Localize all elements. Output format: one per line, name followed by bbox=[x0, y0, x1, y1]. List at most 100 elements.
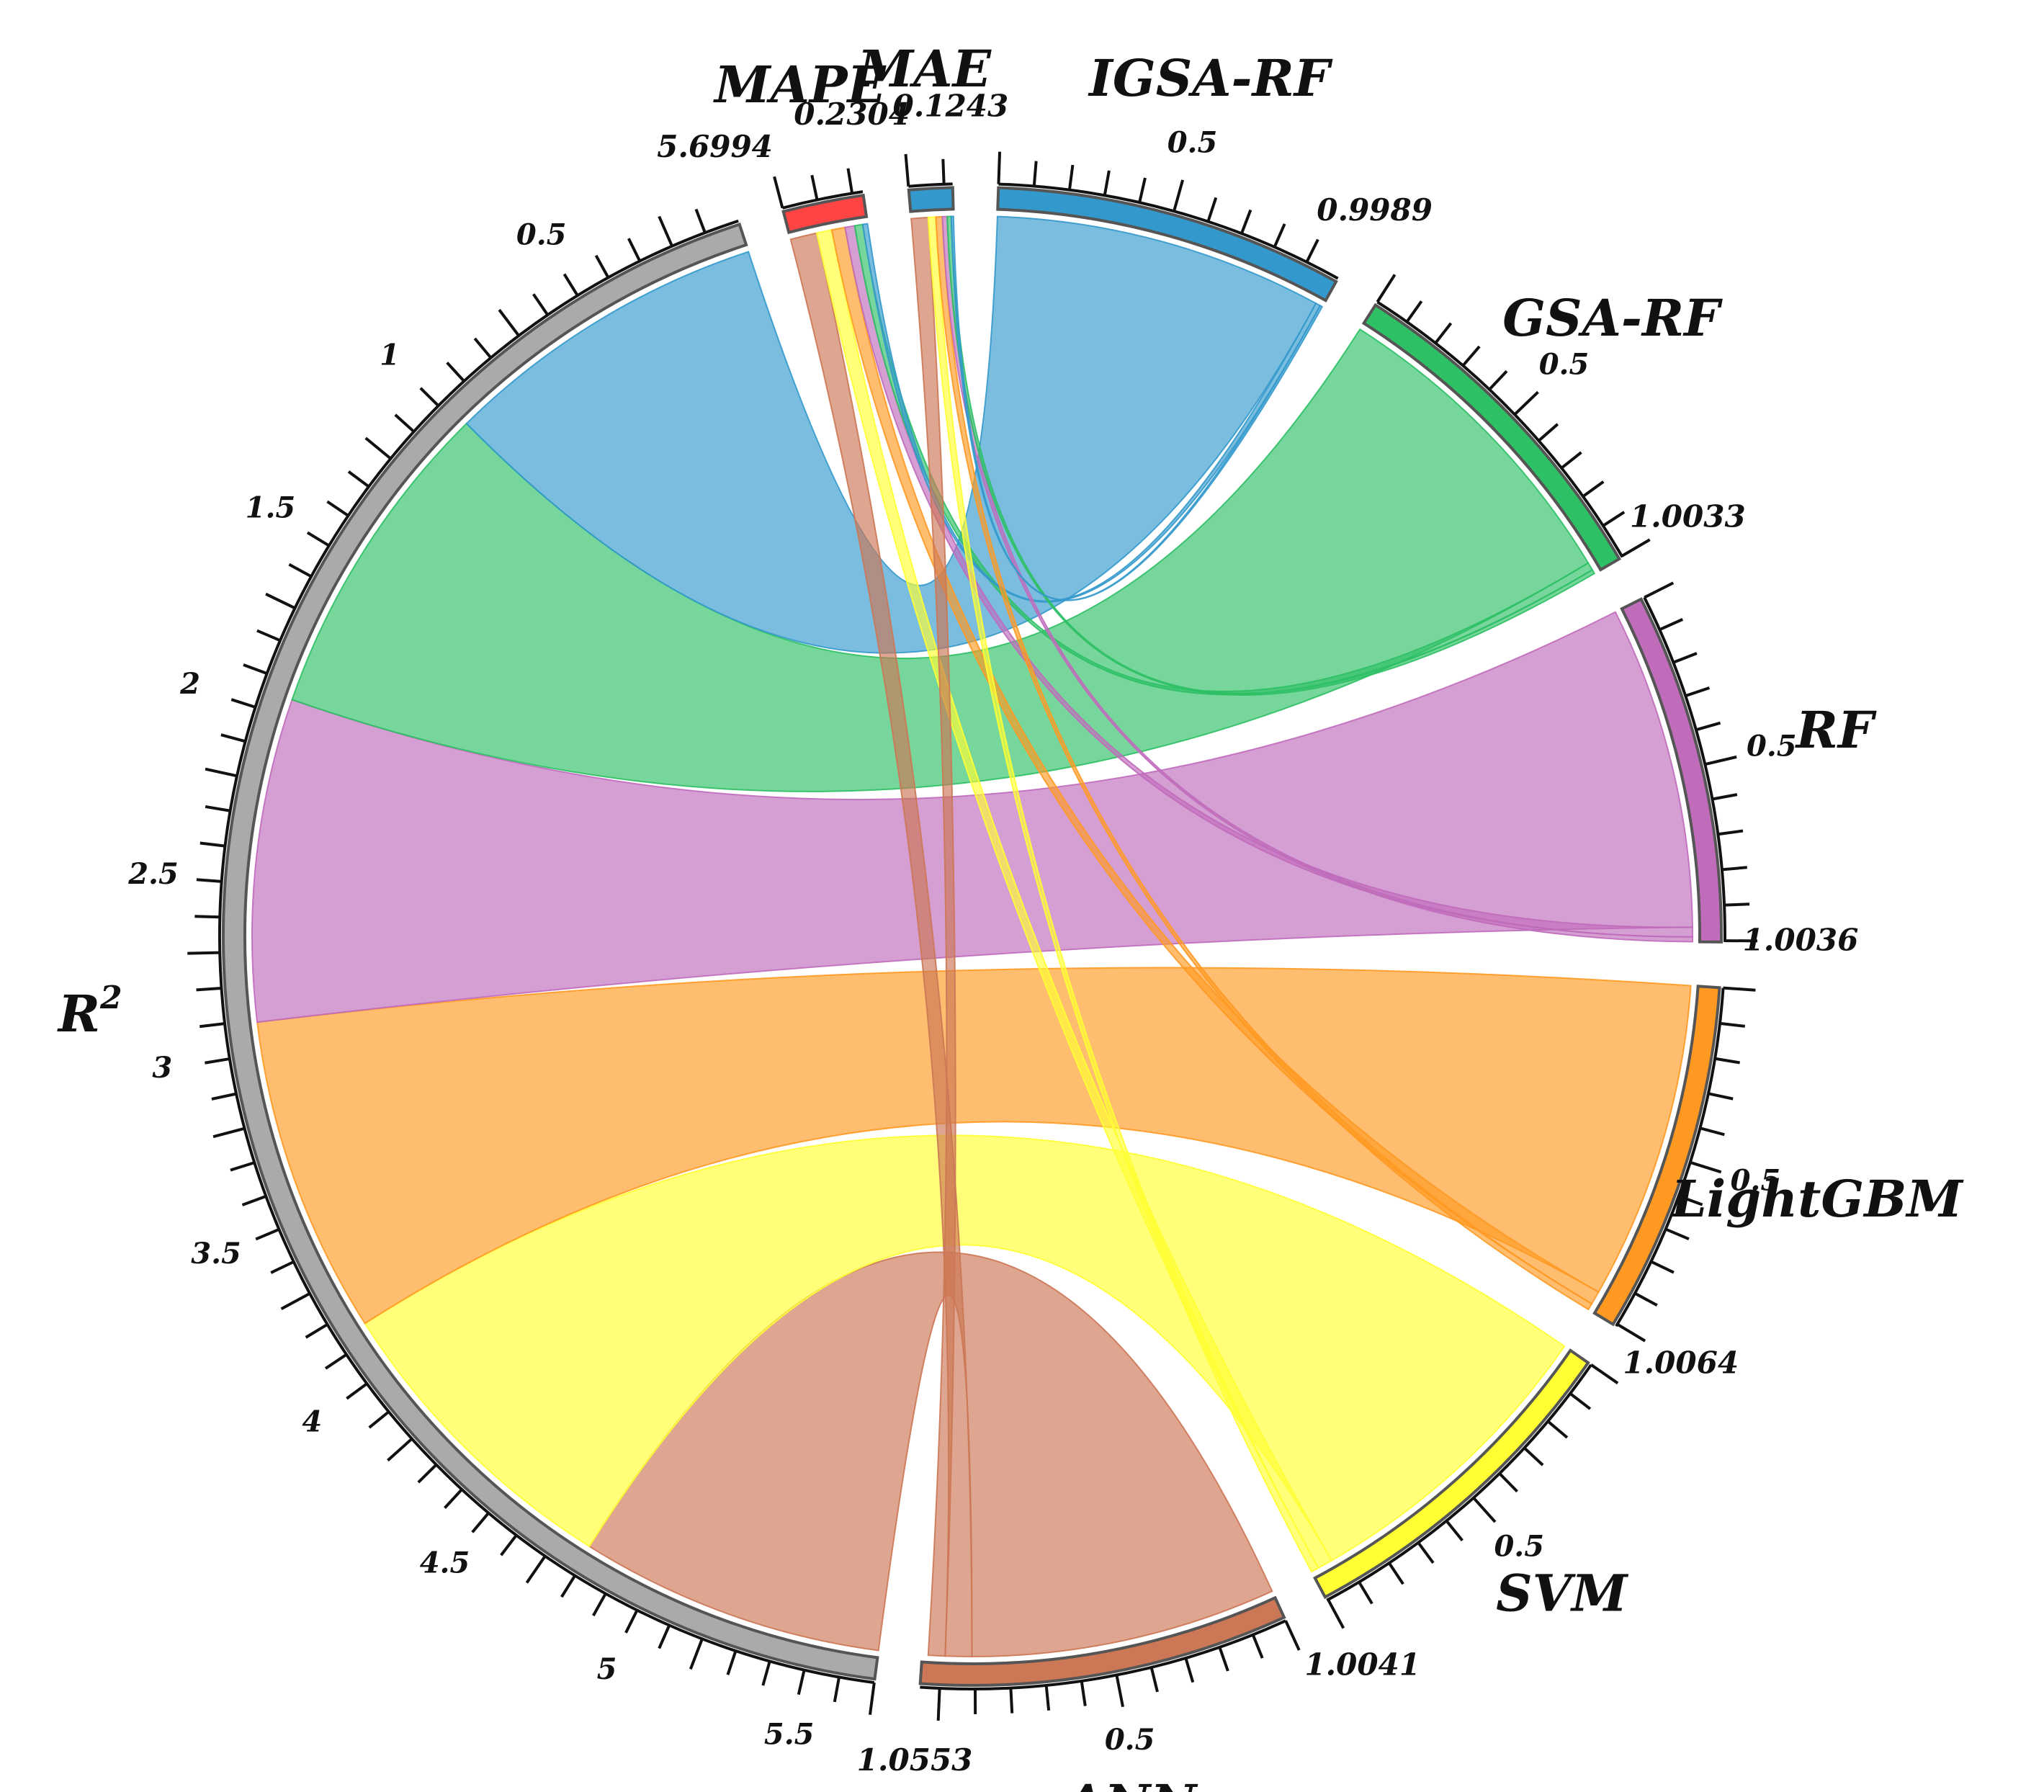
tick-label-rf: 0.5 bbox=[1747, 729, 1797, 763]
tick-label-r2: 2.5 bbox=[127, 857, 179, 891]
ribbon-layer bbox=[251, 215, 1694, 1658]
tick-axis-ann bbox=[920, 1619, 1286, 1690]
tick-rf bbox=[1718, 829, 1744, 836]
tick-axis-igsa-rf bbox=[998, 182, 1339, 280]
tick-r2 bbox=[833, 1677, 841, 1703]
tick-svm bbox=[1569, 1392, 1592, 1410]
arc-lightgbm bbox=[1592, 985, 1721, 1327]
tick-r2 bbox=[394, 413, 416, 433]
tick-r2 bbox=[306, 531, 330, 547]
tick-r2 bbox=[658, 1624, 671, 1649]
tick-label-lightgbm: 0.5 bbox=[1731, 1163, 1781, 1197]
tick-gsa-rf bbox=[1376, 274, 1397, 303]
tick-ann bbox=[1009, 1688, 1014, 1713]
tick-r2 bbox=[196, 878, 222, 883]
tick-svm bbox=[1546, 1420, 1569, 1439]
tick-r2 bbox=[761, 1660, 771, 1686]
tick-svm bbox=[1523, 1446, 1544, 1466]
tick-ann bbox=[1115, 1675, 1125, 1708]
tick-igsa-rf bbox=[1103, 170, 1111, 196]
tick-r2 bbox=[694, 208, 707, 233]
tick-r2 bbox=[256, 629, 281, 642]
tick-ann bbox=[1044, 1685, 1051, 1711]
tick-r2 bbox=[417, 1464, 438, 1484]
tick-svm bbox=[1498, 1472, 1518, 1493]
tick-igsa-rf bbox=[1067, 164, 1075, 191]
segment-label-igsa-rf: IGSA-RF bbox=[1088, 48, 1333, 108]
segment-label-mape: MAPE bbox=[713, 55, 887, 115]
tick-r2 bbox=[624, 1609, 639, 1634]
tick-ann bbox=[1080, 1680, 1087, 1706]
tick-igsa-rf bbox=[1032, 161, 1038, 187]
tick-r2 bbox=[324, 1353, 348, 1370]
tick-label-r2: 3 bbox=[152, 1051, 172, 1085]
tick-r2 bbox=[500, 1534, 518, 1556]
tick-r2 bbox=[241, 1195, 266, 1206]
tick-axis-mape bbox=[781, 190, 864, 210]
tick-rf bbox=[1644, 581, 1675, 599]
segment-label-ann: ANN bbox=[1061, 1773, 1198, 1792]
ribbon-lightgbm-mape bbox=[830, 226, 1600, 1305]
arc-r2 bbox=[222, 222, 879, 1681]
tick-gsa-rf bbox=[1602, 511, 1626, 527]
ribbon-svm-mape bbox=[815, 229, 1333, 1569]
tick-ann bbox=[1284, 1620, 1301, 1651]
tick-label-r2: 4 bbox=[302, 1405, 322, 1439]
total-label-lightgbm: 1.0064 bbox=[1623, 1345, 1739, 1381]
total-label-ann: 1.0553 bbox=[857, 1742, 973, 1778]
tick-r2 bbox=[194, 915, 220, 919]
tick-r2 bbox=[205, 805, 230, 812]
tick-label-r2: 5 bbox=[597, 1652, 617, 1686]
tick-svm bbox=[1590, 1363, 1619, 1385]
tick-mae bbox=[904, 153, 910, 187]
tick-r2 bbox=[200, 841, 225, 848]
tick-rf bbox=[1685, 686, 1711, 698]
tick-lightgbm bbox=[1723, 986, 1756, 992]
tick-r2 bbox=[211, 1092, 237, 1101]
tick-r2 bbox=[212, 1126, 246, 1139]
tick-r2 bbox=[444, 1488, 463, 1509]
arc-layer bbox=[187, 151, 1757, 1721]
segment-label-gsa-rf: GSA-RF bbox=[1502, 288, 1723, 348]
tick-r2 bbox=[280, 1292, 311, 1311]
segment-label-lightgbm: LightGBM bbox=[1669, 1169, 1964, 1229]
tick-r2 bbox=[446, 362, 465, 382]
tick-igsa-rf bbox=[1173, 179, 1185, 212]
tick-ann bbox=[1184, 1657, 1195, 1683]
tick-igsa-rf bbox=[1138, 177, 1147, 203]
ribbon-ann-mae bbox=[910, 216, 956, 1657]
tick-rf bbox=[1724, 902, 1750, 907]
total-label-igsa-rf: 0.9989 bbox=[1317, 192, 1433, 228]
tick-igsa-rf bbox=[1305, 238, 1319, 263]
tick-r2 bbox=[532, 293, 550, 316]
tick-svm bbox=[1445, 1520, 1463, 1541]
tick-r2 bbox=[560, 1574, 576, 1598]
tick-gsa-rf bbox=[1405, 300, 1423, 323]
tick-gsa-rf bbox=[1513, 390, 1539, 416]
tick-r2 bbox=[594, 254, 610, 279]
tick-r2 bbox=[243, 663, 268, 676]
tick-svm bbox=[1358, 1581, 1373, 1605]
tick-lightgbm bbox=[1690, 1160, 1722, 1174]
tick-r2 bbox=[525, 1555, 547, 1584]
arc-mape bbox=[781, 193, 869, 235]
tick-r2 bbox=[498, 308, 520, 337]
tick-label-r2: 0.5 bbox=[516, 218, 567, 252]
tick-r2 bbox=[305, 1323, 328, 1339]
tick-svm bbox=[1472, 1497, 1497, 1523]
tick-mape bbox=[810, 174, 819, 200]
tick-ann bbox=[1149, 1667, 1159, 1693]
total-label-svm: 1.0041 bbox=[1304, 1647, 1420, 1682]
total-label-r2: 5.6994 bbox=[657, 129, 773, 164]
tick-lightgbm bbox=[1664, 1227, 1690, 1241]
segment-label-rf: RF bbox=[1795, 700, 1877, 760]
tick-label-gsa-rf: 0.5 bbox=[1539, 348, 1590, 382]
total-label-gsa-rf: 1.0033 bbox=[1630, 499, 1746, 534]
tick-r2 bbox=[200, 1022, 225, 1029]
tick-lightgbm bbox=[1699, 1126, 1725, 1137]
tick-r2 bbox=[230, 698, 256, 709]
tick-r2 bbox=[797, 1670, 806, 1695]
tick-mape bbox=[773, 176, 784, 209]
tick-r2 bbox=[196, 986, 222, 992]
tick-rf bbox=[1659, 618, 1684, 631]
